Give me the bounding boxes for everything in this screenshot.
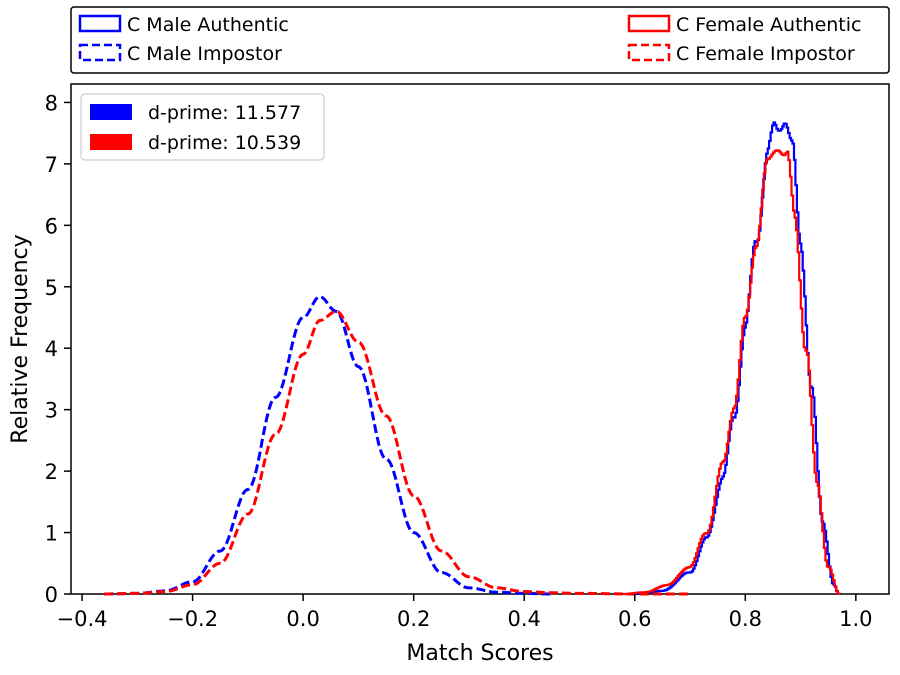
series-layer: [104, 121, 841, 596]
outer-legend-swatch: [627, 43, 671, 62]
outer-legend-swatch: [78, 14, 122, 33]
y-tick-label: 4: [45, 337, 58, 361]
inner-legend-label: d-prime: 10.539: [148, 132, 301, 154]
y-axis: 0 1 2 3 4 5 6 7 8: [45, 91, 71, 607]
plot-area: −0.4 −0.2 0.0 0.2 0.4 0.6 0.8 1.0 0 1 2 3 4 5 6 7 8 d-p…: [45, 83, 890, 631]
series-c-male-impostor: [104, 295, 552, 596]
series-c-female-authentic: [623, 149, 841, 596]
outer-legend-label: C Female Authentic: [676, 14, 861, 36]
plot-frame: [70, 83, 890, 595]
outer-legend-label: C Male Authentic: [127, 14, 289, 36]
y-axis-label: Relative Frequency: [8, 234, 33, 443]
y-tick-label: 0: [45, 583, 58, 607]
x-tick-label: 1.0: [839, 607, 872, 631]
x-tick-label: 0.2: [397, 607, 430, 631]
outer-legend-swatch: [78, 43, 122, 62]
series-c-female-impostor: [104, 309, 690, 596]
inner-legend-label: d-prime: 11.577: [148, 102, 301, 124]
inner-legend-swatch: [90, 134, 132, 150]
series-c-male-authentic: [634, 121, 841, 596]
x-tick-label: −0.4: [57, 607, 108, 631]
y-tick-label: 5: [45, 276, 58, 300]
x-tick-label: 0.8: [729, 607, 762, 631]
outer-legend-label: C Female Impostor: [676, 43, 855, 65]
y-tick-label: 3: [45, 399, 58, 423]
y-tick-label: 6: [45, 214, 58, 238]
outer-legend-label: C Male Impostor: [127, 43, 282, 65]
inner-legend-frame: [80, 93, 325, 161]
outer-legend: C Male Authentic C Male Impostor C Female …: [70, 6, 890, 74]
outer-legend-frame: [70, 6, 890, 74]
y-tick-label: 1: [45, 522, 58, 546]
x-tick-label: −0.2: [167, 607, 218, 631]
outer-legend-swatch: [627, 14, 671, 33]
y-tick-label: 8: [45, 91, 58, 115]
x-tick-label: 0.6: [618, 607, 651, 631]
inner-legend: d-prime: 11.577 d-prime: 10.539: [80, 93, 325, 161]
inner-legend-swatch: [90, 104, 132, 120]
y-tick-label: 7: [45, 153, 58, 177]
x-axis-label: Match Scores: [406, 641, 553, 666]
x-tick-label: 0.0: [286, 607, 319, 631]
x-axis: −0.4 −0.2 0.0 0.2 0.4 0.6 0.8 1.0: [57, 594, 873, 631]
y-tick-label: 2: [45, 460, 58, 484]
x-tick-label: 0.4: [508, 607, 541, 631]
